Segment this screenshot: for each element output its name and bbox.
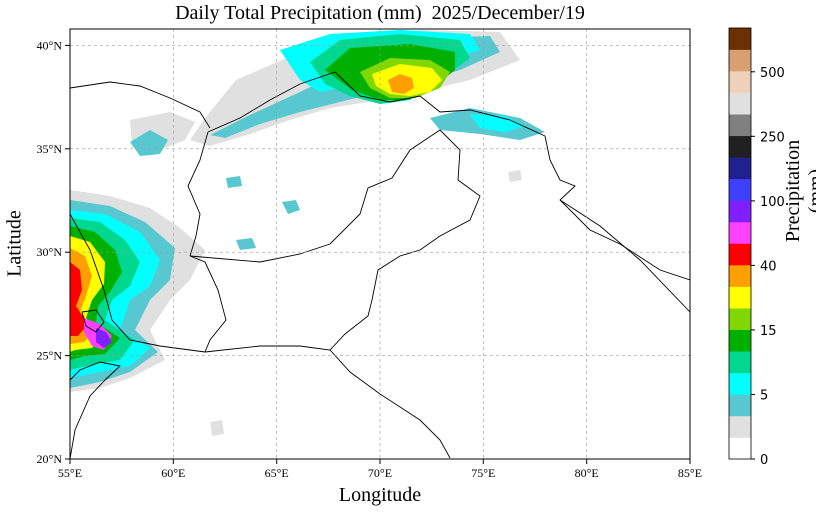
y-tick-label: 25°N [37,349,63,363]
rain-patch-india-1 [508,170,522,182]
border-iran-turkmenistan [207,71,336,133]
rain-sw-violet [96,328,112,348]
colorbar-frame [728,27,752,460]
rain-patch-kashmir-cyan [470,114,525,132]
border-iran-pakistan [189,255,227,353]
y-tick-label: 40°N [37,38,63,52]
colorbar-label: Precipitation (mm) [782,139,816,243]
colorbar-segment [729,71,751,93]
border-afghan-tajik [334,71,546,137]
colorbar [728,27,752,460]
colorbar-segment [729,329,751,352]
rain-patch-arabia-1 [210,420,224,436]
x-axis: 55°E 60°E 65°E 70°E 75°E 80°E 85°E [58,459,702,480]
x-tick-label: 60°E [161,466,185,480]
x-tick-label: 80°E [575,466,599,480]
colorbar-segment [729,114,751,137]
colorbar-segment [729,157,751,180]
rain-patch-afghan-2 [236,238,256,250]
rain-patch-caspian-teal [130,130,168,156]
colorbar-tick-label: 40 [760,259,777,274]
x-tick-label: 75°E [471,466,495,480]
coast-pakistan [204,345,451,459]
colorbar-segment [729,415,751,438]
border-iran-afghanistan [187,131,209,257]
colorbar-segment [729,286,751,309]
y-tick-label: 35°N [37,142,63,156]
x-tick-label: 55°E [58,466,82,480]
y-axis: 20°N 25°N 30°N 35°N 40°N [37,38,70,466]
rain-patch-afghan-1 [282,200,300,214]
colorbar-segment [729,437,751,460]
colorbar-tick-label: 0 [760,453,768,468]
map-title: Daily Total Precipitation (mm) 2025/Dece… [175,2,585,24]
colorbar-segment [729,221,751,244]
gridlines [70,29,690,459]
colorbar-segment [729,243,751,266]
y-axis-label: Latitude [3,210,26,277]
x-axis-label: Longitude [338,484,422,506]
border-afghan-pakistan [189,129,441,263]
colorbar-tick-label: 250 [760,130,785,145]
border-pakistan-india [329,129,481,351]
colorbar-segment [729,372,751,395]
coast-gulf-iran [70,213,206,353]
colorbar-segment [729,92,751,115]
colorbar-segment [729,394,751,417]
colorbar-tick-label: 500 [760,66,785,81]
country-borders [70,71,690,459]
colorbar-tick-label: 5 [760,389,768,404]
colorbar-segment [729,200,751,223]
gulf-oman-peninsula [81,309,105,333]
border-india-nepal [559,199,690,313]
colorbar-segment [729,265,751,287]
colorbar-tick-label: 100 [760,195,785,210]
colorbar-segment [729,351,751,374]
border-caspian-coast [70,81,211,129]
rain-patch-iran-1 [226,176,242,188]
x-tick-label: 70°E [368,466,392,480]
rain-core-north-orange [388,74,414,94]
y-tick-label: 20°N [37,452,63,466]
colorbar-segment [729,308,751,330]
colorbar-segment [729,28,751,50]
x-tick-label: 85°E [678,466,702,480]
colorbar-segment [729,49,751,72]
x-tick-label: 65°E [265,466,289,480]
colorbar-segment [729,178,751,201]
coast-arabia [70,361,121,459]
y-tick-label: 30°N [37,245,63,259]
colorbar-tick-label: 15 [760,324,777,339]
colorbar-segment [729,135,751,158]
colorbar-ticks: 0 5 15 40 100 250 500 [751,66,785,468]
